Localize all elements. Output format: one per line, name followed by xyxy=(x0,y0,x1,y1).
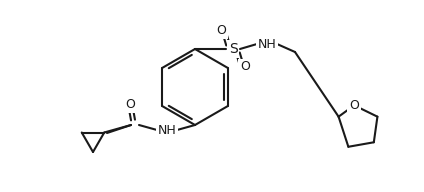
Text: O: O xyxy=(240,60,250,74)
Text: S: S xyxy=(229,42,237,56)
Text: O: O xyxy=(216,25,226,37)
Text: NH: NH xyxy=(158,123,176,137)
Text: O: O xyxy=(349,99,359,112)
Text: O: O xyxy=(125,98,135,112)
Text: NH: NH xyxy=(258,37,276,50)
